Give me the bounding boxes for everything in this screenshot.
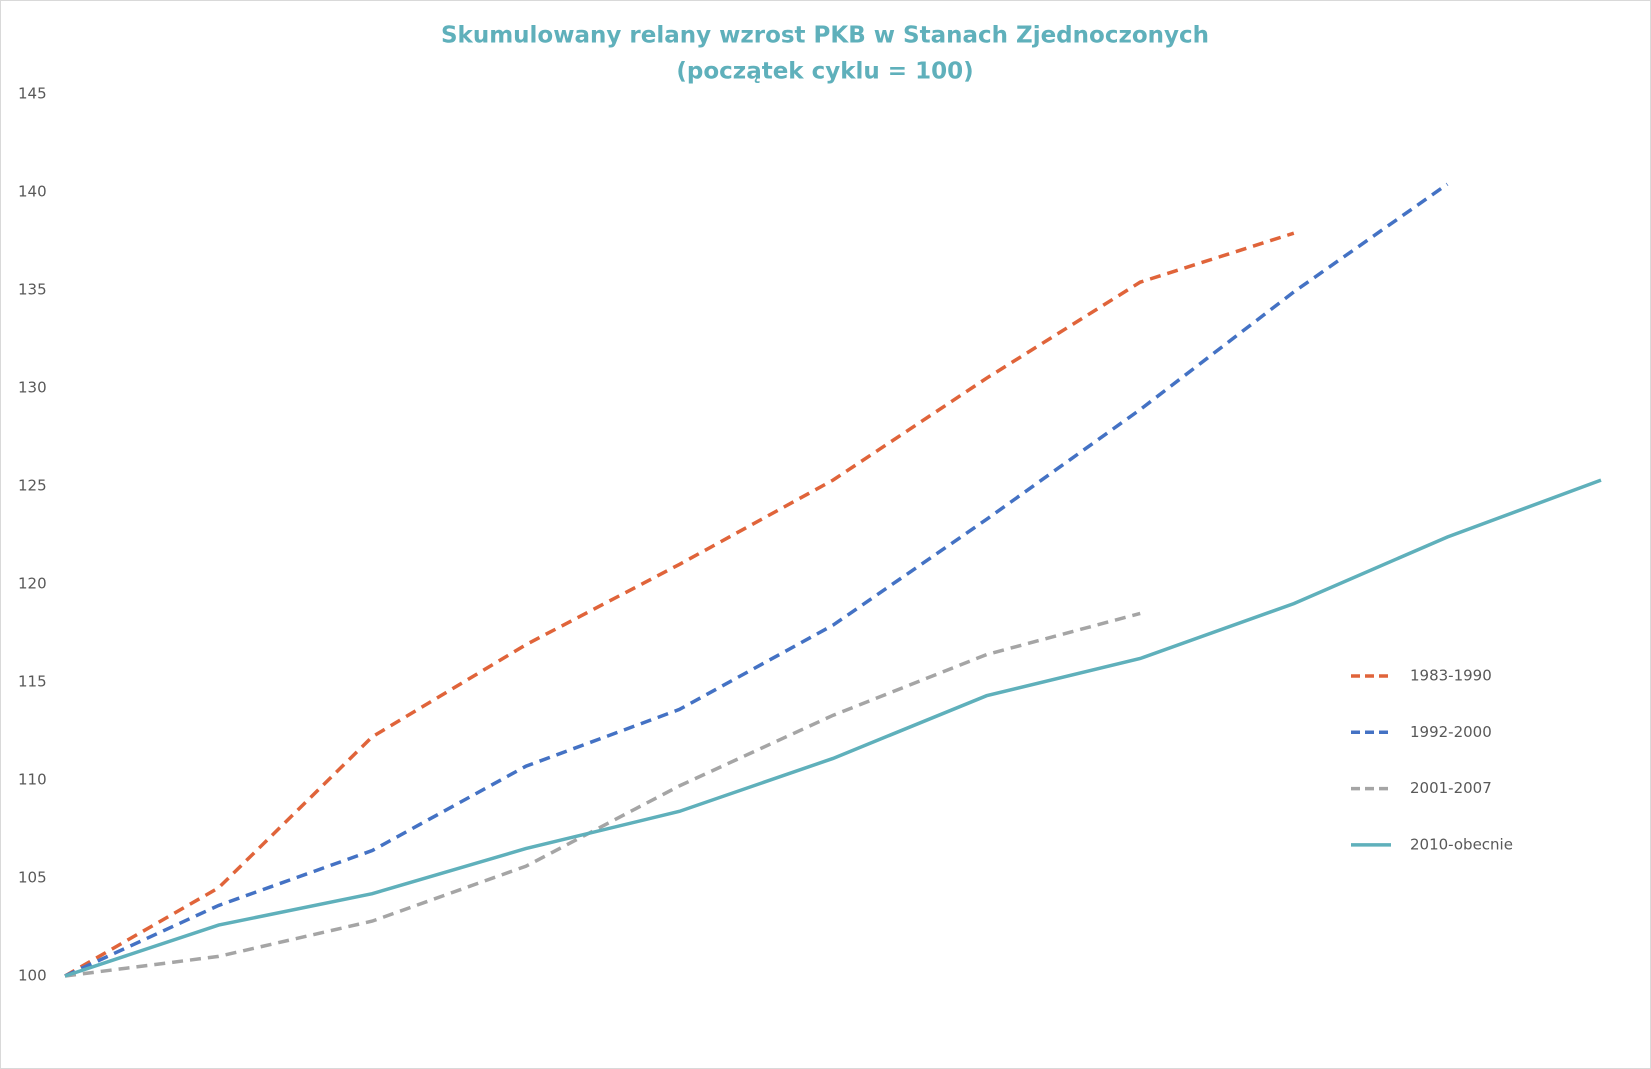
series-line — [64, 231, 1295, 978]
legend-label: 2010-obecnie — [1410, 835, 1513, 853]
chart-subtitle: (początek cyklu = 100) — [676, 59, 973, 85]
series-line — [64, 478, 1602, 978]
y-tick-label: 130 — [18, 379, 47, 397]
y-tick-label: 125 — [18, 477, 47, 495]
y-tick-label: 145 — [18, 85, 47, 103]
y-tick-label: 105 — [18, 869, 47, 887]
legend-label: 1992-2000 — [1410, 723, 1492, 741]
y-tick-label: 115 — [18, 673, 47, 691]
y-tick-label: 120 — [18, 575, 47, 593]
chart-title: Skumulowany relany wzrost PKB w Stanach … — [441, 23, 1209, 49]
legend-label: 2001-2007 — [1410, 779, 1492, 797]
y-tick-label: 110 — [18, 771, 47, 789]
series-line — [64, 611, 1141, 978]
y-tick-label: 140 — [18, 183, 47, 201]
y-tick-label: 135 — [18, 281, 47, 299]
series-line — [64, 182, 1449, 978]
y-tick-label: 100 — [18, 967, 47, 985]
legend-label: 1983-1990 — [1410, 667, 1492, 685]
